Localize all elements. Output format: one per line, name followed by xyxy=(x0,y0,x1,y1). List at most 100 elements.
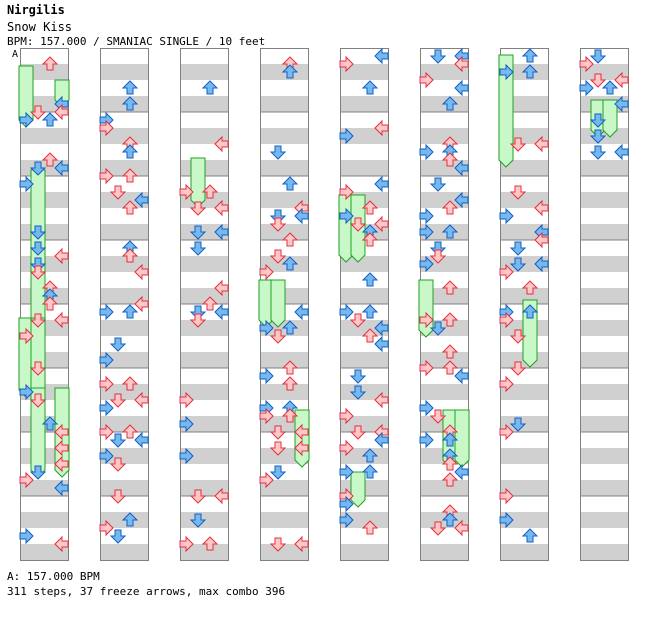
freeze-arrow xyxy=(350,471,366,508)
beat-stripe xyxy=(340,352,388,368)
beat-stripe xyxy=(580,416,628,432)
down-arrow-icon xyxy=(590,49,606,64)
chart-column xyxy=(420,48,469,561)
beat-stripe xyxy=(580,320,628,336)
right-arrow-icon xyxy=(614,144,629,160)
down-arrow-icon xyxy=(190,241,206,256)
beat-stripe xyxy=(20,480,68,496)
beat-stripe xyxy=(580,384,628,400)
up-arrow-icon xyxy=(282,176,298,191)
beat-stripe xyxy=(420,256,468,272)
right-arrow-icon xyxy=(374,176,389,192)
up-arrow-icon xyxy=(522,528,538,543)
freeze-arrow xyxy=(190,157,206,208)
beat-stripe xyxy=(340,128,388,144)
beat-stripe xyxy=(180,352,228,368)
beat-stripe xyxy=(260,480,308,496)
beat-stripe xyxy=(180,448,228,464)
freeze-arrow xyxy=(30,317,46,398)
beat-stripe xyxy=(180,320,228,336)
up-arrow-icon xyxy=(122,80,138,95)
up-arrow-icon xyxy=(122,144,138,159)
beat-stripe xyxy=(100,480,148,496)
beat-stripe xyxy=(580,160,628,176)
artist-name: Nirgilis xyxy=(7,3,65,17)
beat-stripe xyxy=(260,192,308,208)
beat-stripe xyxy=(420,544,468,560)
left-arrow-icon xyxy=(419,144,434,160)
right-arrow-icon xyxy=(374,48,389,64)
column-border xyxy=(580,48,629,561)
up-arrow-icon xyxy=(362,304,378,319)
beat-stripe xyxy=(580,224,628,240)
beat-stripe xyxy=(420,128,468,144)
song-title: Snow Kiss xyxy=(7,20,73,34)
chart-stats: 311 steps, 37 freeze arrows, max combo 3… xyxy=(7,585,286,598)
beat-stripe xyxy=(180,384,228,400)
right-arrow-icon xyxy=(294,304,309,320)
beat-stripe xyxy=(180,288,228,304)
beat-stripe xyxy=(100,64,148,80)
down-arrow-icon xyxy=(270,465,286,480)
beat-stripe xyxy=(500,448,548,464)
beat-stripe xyxy=(340,64,388,80)
beat-stripe xyxy=(420,352,468,368)
beat-stripe xyxy=(100,544,148,560)
down-arrow-icon xyxy=(270,145,286,160)
beat-stripe xyxy=(420,160,468,176)
beat-stripe xyxy=(180,256,228,272)
beat-stripe xyxy=(500,160,548,176)
beat-stripe xyxy=(100,416,148,432)
freeze-arrow xyxy=(270,279,286,328)
beat-stripe xyxy=(260,224,308,240)
beat-stripe xyxy=(340,256,388,272)
beat-stripe xyxy=(180,544,228,560)
right-arrow-icon xyxy=(214,304,229,320)
beat-stripe xyxy=(100,288,148,304)
freeze-arrow xyxy=(602,99,618,138)
bpm-label: A: 157.000 BPM xyxy=(7,570,100,583)
beat-stripe xyxy=(180,480,228,496)
down-arrow-icon xyxy=(110,433,126,448)
right-arrow-icon xyxy=(454,368,469,384)
column-border xyxy=(500,48,549,561)
right-arrow-icon xyxy=(454,464,469,480)
down-arrow-icon xyxy=(430,49,446,64)
beat-stripe xyxy=(340,288,388,304)
beat-stripe xyxy=(500,544,548,560)
left-arrow-icon xyxy=(259,368,274,384)
beat-stripe xyxy=(20,512,68,528)
left-arrow-icon xyxy=(19,528,34,544)
right-arrow-icon xyxy=(134,432,149,448)
beat-stripe xyxy=(500,384,548,400)
beat-stripe xyxy=(500,224,548,240)
column-border xyxy=(20,48,69,561)
left-arrow-icon xyxy=(419,400,434,416)
up-arrow-icon xyxy=(362,272,378,287)
beat-stripe xyxy=(100,160,148,176)
beat-stripe xyxy=(180,64,228,80)
left-arrow-icon xyxy=(99,400,114,416)
beat-stripe xyxy=(340,320,388,336)
beat-stripe xyxy=(260,128,308,144)
beat-stripe xyxy=(420,64,468,80)
beat-stripe xyxy=(180,416,228,432)
beat-stripe xyxy=(420,192,468,208)
beat-stripe xyxy=(100,224,148,240)
beat-stripe xyxy=(420,480,468,496)
beat-stripe xyxy=(180,96,228,112)
beat-stripe xyxy=(340,96,388,112)
up-arrow-icon xyxy=(602,80,618,95)
down-arrow-icon xyxy=(110,337,126,352)
down-arrow-icon xyxy=(110,529,126,544)
beat-stripe xyxy=(260,384,308,400)
left-arrow-icon xyxy=(339,304,354,320)
beat-stripe xyxy=(100,320,148,336)
freeze-arrow xyxy=(498,54,514,168)
beat-stripe xyxy=(580,480,628,496)
beat-stripe xyxy=(340,512,388,528)
beat-stripe xyxy=(580,64,628,80)
beat-stripe xyxy=(260,160,308,176)
beat-stripe xyxy=(100,448,148,464)
